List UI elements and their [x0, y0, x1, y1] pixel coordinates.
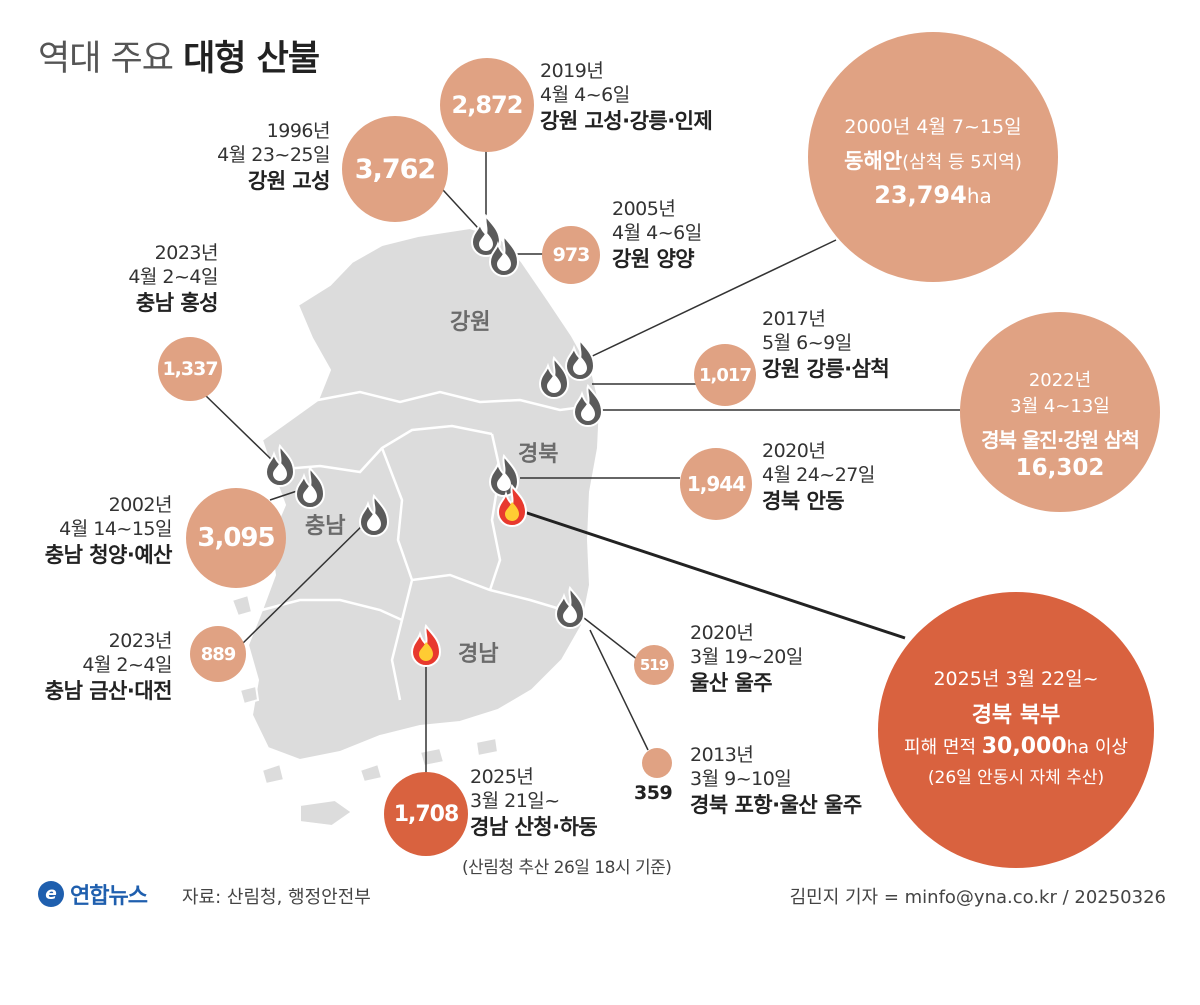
- label-gn2025: 2025년 3월 21일~ 경남 산청·하동: [470, 766, 598, 839]
- yonhap-logo-text: 연합뉴스: [70, 884, 148, 909]
- yonhap-logo: e 연합뉴스: [38, 878, 148, 910]
- bubble-cn2023a: 1,337: [158, 337, 222, 401]
- region-label-gangwon: 강원: [450, 310, 491, 335]
- bubble-cn2002: 3,095: [186, 488, 286, 588]
- eh2000-place: 동해안(삼척 등 5지역): [844, 149, 1022, 173]
- source-text: 자료: 산림청, 행정안전부: [182, 887, 371, 908]
- bubble-gn2025: 1,708: [384, 772, 468, 856]
- bubble-eh2000: 2000년 4월 7~15일 동해안(삼척 등 5지역) 23,794ha: [808, 32, 1058, 282]
- gb2025-place: 경북 북부: [971, 703, 1061, 728]
- bubble-us2020: 519: [634, 645, 674, 685]
- label-gb2020: 2020년 4월 24~27일 경북 안동: [762, 440, 875, 513]
- bubble-gw2017: 1,017: [694, 344, 756, 406]
- label-cn2023b: 2023년 4월 2~4일 충남 금산·대전: [44, 630, 173, 703]
- uj2022-place: 경북 울진·강원 삼척: [981, 428, 1140, 452]
- province-borders: [261, 390, 599, 701]
- bubble-gw1996: 3,762: [342, 116, 448, 222]
- label-ph2013: 2013년 3월 9~10일 경북 포항·울산 울주: [690, 744, 862, 817]
- island-1: [230, 593, 254, 618]
- bubble-cn2023b: 889: [190, 626, 246, 682]
- leader-eh2000: [583, 239, 837, 361]
- bubble-ph2013: [642, 748, 672, 778]
- leader-ph2013: [589, 629, 649, 751]
- label-gw2005: 2005년 4월 4~6일 강원 양양: [612, 198, 702, 271]
- island-5: [418, 746, 446, 768]
- uj2022-area: 16,302: [1015, 455, 1105, 481]
- eh2000-dates: 2000년 4월 7~15일: [844, 116, 1022, 138]
- bubble-gb2020: 1,944: [680, 448, 752, 520]
- bubble-gb2025: 2025년 3월 22일~ 경북 북부 피해 면적 30,000ha 이상 (2…: [878, 592, 1154, 868]
- leader-cn2023a: [203, 393, 275, 463]
- gn2025-note: (산림청 추산 26일 18시 기준): [462, 858, 672, 878]
- label-gw1996: 1996년 4월 23~25일 강원 고성: [217, 120, 330, 193]
- bubble-uj2022: 2022년 3월 4~13일 경북 울진·강원 삼척 16,302: [960, 312, 1160, 512]
- label-gw2019: 2019년 4월 4~6일 강원 고성·강릉·인제: [540, 60, 713, 133]
- island-4: [358, 762, 384, 784]
- label-cn2002: 2002년 4월 14~15일 충남 청양·예산: [44, 494, 173, 567]
- leader-us2020: [583, 617, 639, 661]
- leader-cn2023b: [239, 519, 369, 647]
- eh2000-area: 23,794ha: [874, 181, 992, 209]
- gb2025-area: 피해 면적 30,000ha 이상: [904, 734, 1128, 759]
- uj2022-year: 2022년: [1028, 370, 1092, 391]
- island-6: [474, 736, 500, 758]
- ph2013-value: 359: [634, 782, 673, 804]
- gb2025-note: (26일 안동시 자체 추산): [927, 768, 1105, 788]
- island-2: [238, 684, 260, 706]
- jeju-island: [299, 798, 354, 828]
- label-cn2023a: 2023년 4월 2~4일 충남 홍성: [128, 242, 218, 315]
- credit-text: 김민지 기자 = minfo@yna.co.kr / 20250326: [789, 887, 1166, 908]
- label-us2020: 2020년 3월 19~20일 울산 울주: [690, 622, 803, 695]
- gb2025-dates: 2025년 3월 22일~: [933, 668, 1099, 690]
- bubble-gw2005: 973: [542, 226, 600, 284]
- uj2022-dates: 3월 4~13일: [1010, 396, 1110, 417]
- korea-mainland: [246, 226, 602, 762]
- page-title: 역대 주요 대형 산불: [38, 39, 320, 79]
- leader-gb2025: [517, 508, 906, 640]
- region-label-chungnam: 충남: [305, 514, 346, 539]
- bubble-gw2019: 2,872: [440, 58, 534, 152]
- label-gw2017: 2017년 5월 6~9일 강원 강릉·삼척: [762, 308, 890, 381]
- region-label-gyeongbuk: 경북: [518, 442, 559, 467]
- yonhap-logo-icon: e: [38, 881, 64, 907]
- island-3: [260, 762, 286, 786]
- region-label-gyeongnam: 경남: [458, 642, 499, 667]
